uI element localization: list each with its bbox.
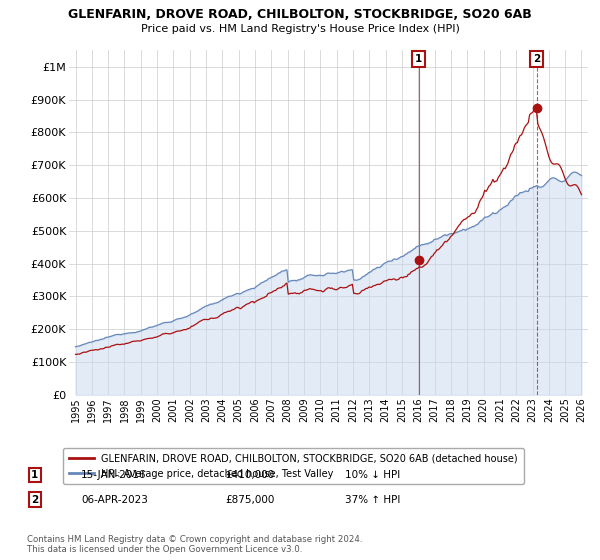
- Text: Contains HM Land Registry data © Crown copyright and database right 2024.
This d: Contains HM Land Registry data © Crown c…: [27, 535, 362, 554]
- Legend: GLENFARIN, DROVE ROAD, CHILBOLTON, STOCKBRIDGE, SO20 6AB (detached house), HPI: : GLENFARIN, DROVE ROAD, CHILBOLTON, STOCK…: [64, 448, 524, 484]
- Text: 1: 1: [415, 54, 422, 64]
- Text: 37% ↑ HPI: 37% ↑ HPI: [345, 494, 400, 505]
- Text: Price paid vs. HM Land Registry's House Price Index (HPI): Price paid vs. HM Land Registry's House …: [140, 24, 460, 34]
- Text: 15-JAN-2016: 15-JAN-2016: [81, 470, 146, 480]
- Text: 10% ↓ HPI: 10% ↓ HPI: [345, 470, 400, 480]
- Text: 2: 2: [533, 54, 541, 64]
- Text: GLENFARIN, DROVE ROAD, CHILBOLTON, STOCKBRIDGE, SO20 6AB: GLENFARIN, DROVE ROAD, CHILBOLTON, STOCK…: [68, 8, 532, 21]
- Text: 2: 2: [31, 494, 38, 505]
- Text: 06-APR-2023: 06-APR-2023: [81, 494, 148, 505]
- Text: £875,000: £875,000: [225, 494, 274, 505]
- Text: £410,000: £410,000: [225, 470, 274, 480]
- Text: 1: 1: [31, 470, 38, 480]
